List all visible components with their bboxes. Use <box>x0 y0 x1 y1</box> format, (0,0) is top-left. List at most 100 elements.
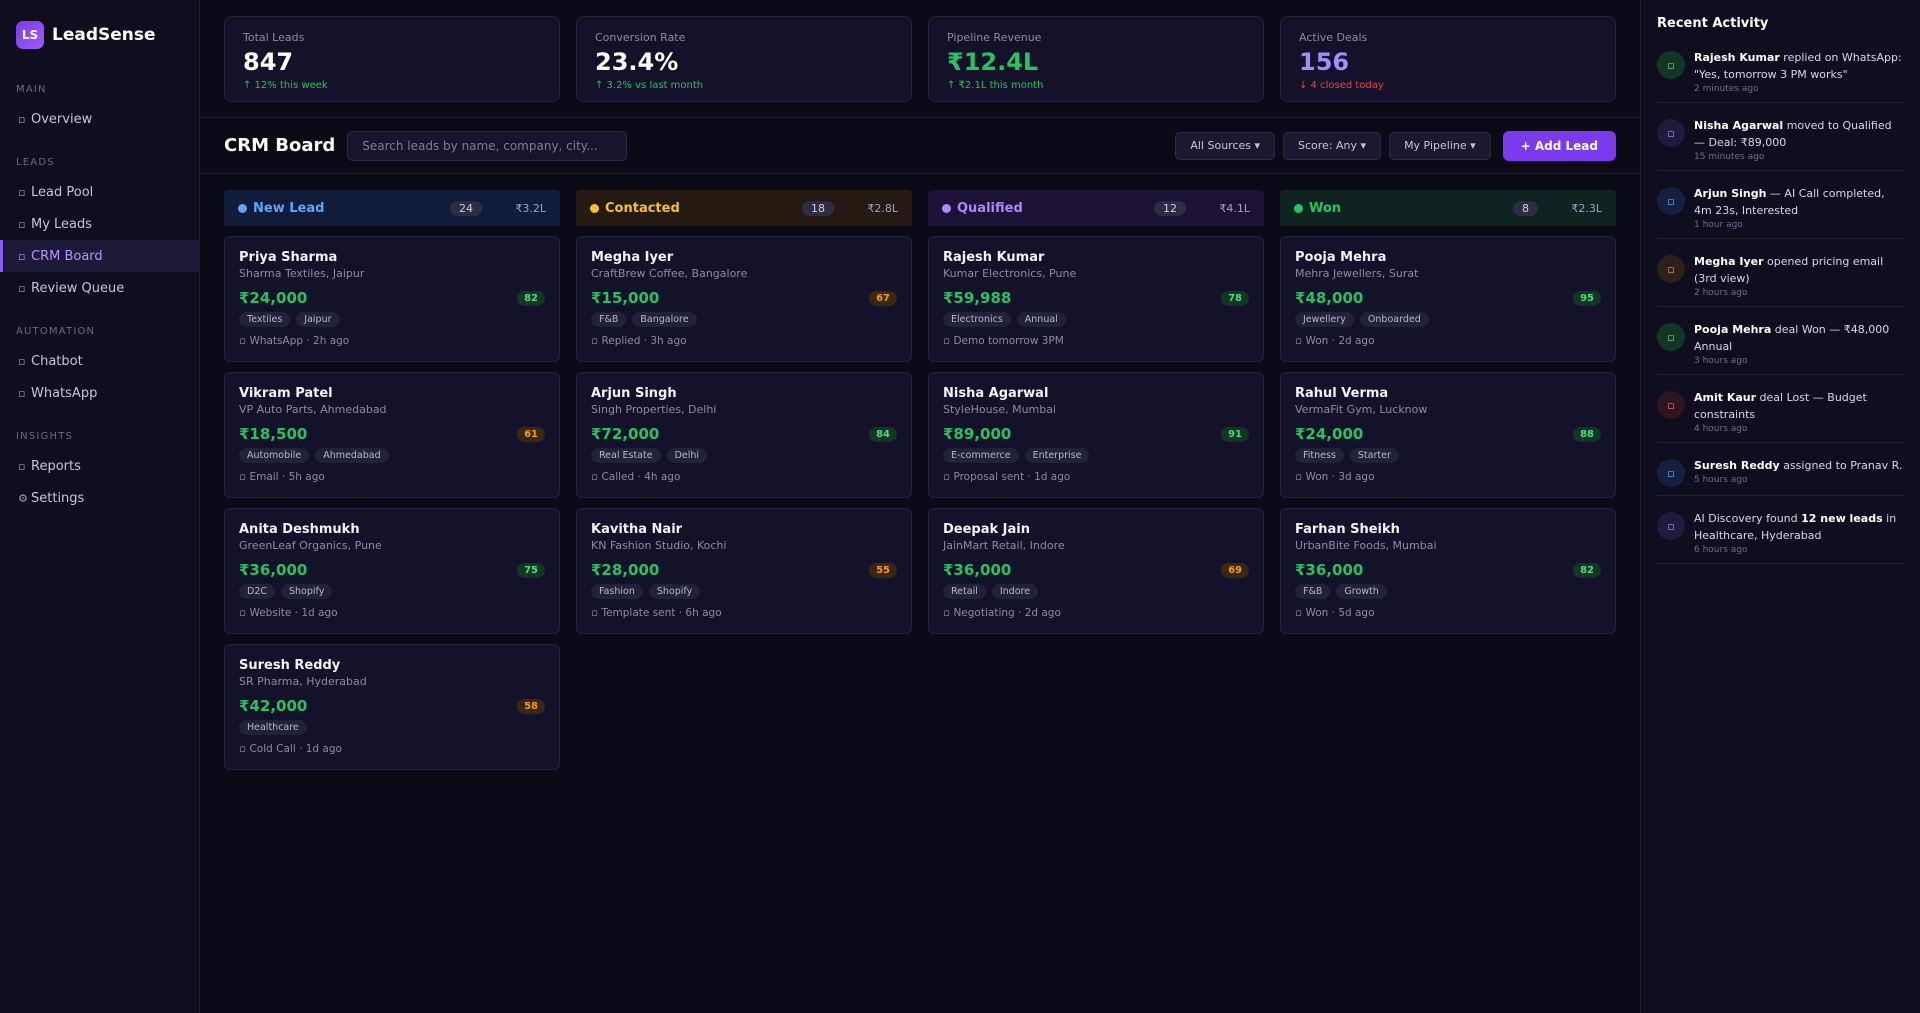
tag: F&B <box>1295 584 1331 599</box>
lead-last-activity: ▫ Email · 5h ago <box>239 471 325 483</box>
sidebar-item-label: Lead Pool <box>31 184 94 200</box>
activity-item[interactable]: ▫ Arjun Singh — AI Call completed, 4m 23s… <box>1657 181 1904 239</box>
activity-text: Nisha Agarwal moved to Qualified — Deal:… <box>1694 117 1904 151</box>
lead-last-activity: ▫ Replied · 3h ago <box>591 335 687 347</box>
sidebar-item-label: CRM Board <box>31 248 103 264</box>
lead-value-row: ₹89,000 91 <box>943 425 1249 443</box>
tag: Jaipur <box>296 312 340 327</box>
tag: Retail <box>943 584 986 599</box>
lead-name: Rahul Verma <box>1295 386 1389 401</box>
activity-item[interactable]: ▫ Rajesh Kumar replied on WhatsApp: "Yes,… <box>1657 45 1904 103</box>
lead-last-activity: ▫ Demo tomorrow 3PM <box>943 335 1064 347</box>
lead-score-badge: 75 <box>517 562 545 578</box>
activity-icon: ▫ <box>1657 187 1685 215</box>
lead-name: Vikram Patel <box>239 386 333 401</box>
activity-item[interactable]: ▫ Nisha Agarwal moved to Qualified — Deal… <box>1657 113 1904 171</box>
lead-company: Kumar Electronics, Pune <box>943 267 1077 280</box>
lead-last-activity: ▫ Template sent · 6h ago <box>591 607 722 619</box>
sidebar-item-crm-board[interactable]: ▫ CRM Board <box>0 240 199 272</box>
activity-description: deal Won — ₹48,000 Annual <box>1694 323 1890 353</box>
sidebar-item-overview[interactable]: ▫ Overview <box>0 103 199 135</box>
column-header[interactable]: Qualified 12 ₹4.1L <box>928 190 1264 226</box>
column-count-badge: 18 <box>802 200 834 216</box>
lead-value-row: ₹36,000 82 <box>1295 561 1601 579</box>
stat-card-total-leads: Total Leads 847 ↑ 12% this week <box>224 16 560 102</box>
sidebar-item-settings[interactable]: ⚙ Settings <box>0 482 199 514</box>
lead-card[interactable]: Megha Iyer CraftBrew Coffee, Bangalore ₹15… <box>576 236 912 362</box>
column-header[interactable]: Won 8 ₹2.3L <box>1280 190 1616 226</box>
deal-amount: ₹36,000 <box>943 561 1012 579</box>
column-count-badge: 8 <box>1513 200 1538 216</box>
column-header[interactable]: Contacted 18 ₹2.8L <box>576 190 912 226</box>
sidebar-item-reports[interactable]: ▫ Reports <box>0 450 199 482</box>
activity-text: Pooja Mehra deal Won — ₹48,000 Annual <box>1694 321 1904 355</box>
deal-amount: ₹48,000 <box>1295 289 1364 307</box>
stat-value: ₹12.4L <box>947 48 1039 76</box>
deal-amount: ₹24,000 <box>1295 425 1364 443</box>
tag: D2C <box>239 584 275 599</box>
tag-list: Automobile Ahmedabad <box>239 448 545 463</box>
brand-name: LeadSense <box>52 25 156 45</box>
activity-time: 1 hour ago <box>1694 220 1743 230</box>
add-lead-button[interactable]: + Add Lead <box>1502 130 1616 161</box>
sidebar-item-lead-pool[interactable]: ▫ Lead Pool <box>0 176 199 208</box>
lead-card[interactable]: Nisha Agarwal StyleHouse, Mumbai ₹89,000 91… <box>928 372 1264 498</box>
stat-change: ↑ 3.2% vs last month <box>595 80 704 91</box>
lead-score-badge: 69 <box>1221 562 1249 578</box>
lead-name: Arjun Singh <box>591 386 677 401</box>
sidebar-item-chatbot[interactable]: ▫ Chatbot <box>0 345 199 377</box>
filter-pipeline-dropdown[interactable]: My Pipeline ▾ <box>1389 131 1491 160</box>
search-input[interactable] <box>347 130 628 161</box>
tag-list: F&B Bangalore <box>591 312 897 327</box>
brand-logo: LS <box>16 21 44 49</box>
lead-company: CraftBrew Coffee, Bangalore <box>591 267 748 280</box>
lead-card[interactable]: Vikram Patel VP Auto Parts, Ahmedabad ₹18,… <box>224 372 560 498</box>
activity-text: Arjun Singh — AI Call completed, 4m 23s,… <box>1694 185 1904 219</box>
lead-card[interactable]: Deepak Jain JainMart Retail, Indore ₹36,00… <box>928 508 1264 634</box>
lead-card[interactable]: Rajesh Kumar Kumar Electronics, Pune ₹59,9… <box>928 236 1264 362</box>
activity-item[interactable]: ▫ Pooja Mehra deal Won — ₹48,000 Annual 3 … <box>1657 317 1904 375</box>
tag: Automobile <box>239 448 310 463</box>
column-title: Won <box>1309 200 1342 216</box>
lead-name: Farhan Sheikh <box>1295 522 1400 537</box>
tag: Fashion <box>591 584 643 599</box>
lead-card[interactable]: Kavitha Nair KN Fashion Studio, Kochi ₹28,… <box>576 508 912 634</box>
lead-company: StyleHouse, Mumbai <box>943 403 1057 416</box>
tag: Starter <box>1349 448 1399 463</box>
column-contacted: Contacted 18 ₹2.8L Megha Iyer CraftBrew Coff… <box>576 190 912 780</box>
sidebar-item-review-queue[interactable]: ▫ Review Queue <box>0 272 199 304</box>
lead-value-row: ₹42,000 58 <box>239 697 545 715</box>
tag: Onboarded <box>1359 312 1429 327</box>
column-header[interactable]: New Lead 24 ₹3.2L <box>224 190 560 226</box>
lead-card[interactable]: Suresh Reddy SR Pharma, Hyderabad ₹42,000 5… <box>224 644 560 770</box>
tag-list: F&B Growth <box>1295 584 1601 599</box>
lead-name: Megha Iyer <box>591 250 674 265</box>
activity-item[interactable]: ▫ Amit Kaur deal Lost — Budget constraint… <box>1657 385 1904 443</box>
lead-last-activity: ▫ Won · 2d ago <box>1295 335 1375 347</box>
filter-source-dropdown[interactable]: All Sources ▾ <box>1175 131 1276 160</box>
activity-text: AI Discovery found 12 new leads in Healt… <box>1694 510 1904 544</box>
lead-card[interactable]: Farhan Sheikh UrbanBite Foods, Mumbai ₹36,… <box>1280 508 1616 634</box>
activity-body: Amit Kaur deal Lost — Budget constraints… <box>1694 389 1904 434</box>
activity-item[interactable]: ▫ Suresh Reddy assigned to Pranav R. 5 hou… <box>1657 453 1904 496</box>
brand[interactable]: LS LeadSense <box>0 0 199 50</box>
filter-score-dropdown[interactable]: Score: Any ▾ <box>1283 131 1382 160</box>
lead-card[interactable]: Pooja Mehra Mehra Jewellers, Surat ₹48,000… <box>1280 236 1616 362</box>
lead-card[interactable]: Priya Sharma Sharma Textiles, Jaipur ₹24,0… <box>224 236 560 362</box>
lead-score-badge: 91 <box>1221 426 1249 442</box>
lead-card[interactable]: Rahul Verma VermaFit Gym, Lucknow ₹24,000 8… <box>1280 372 1616 498</box>
activity-item[interactable]: ▫ Megha Iyer opened pricing email (3rd vi… <box>1657 249 1904 307</box>
activity-body: AI Discovery found 12 new leads in Healt… <box>1694 510 1904 555</box>
sidebar-item-my-leads[interactable]: ▫ My Leads <box>0 208 199 240</box>
overview-icon: ▫ <box>18 112 26 126</box>
sidebar-item-label: Chatbot <box>31 353 83 369</box>
tag: Bangalore <box>632 312 697 327</box>
lead-card[interactable]: Arjun Singh Singh Properties, Delhi ₹72,00… <box>576 372 912 498</box>
sidebar-item-whatsapp[interactable]: ▫ WhatsApp <box>0 377 199 409</box>
deal-amount: ₹59,988 <box>943 289 1012 307</box>
activity-item[interactable]: ▫ AI Discovery found 12 new leads in Heal… <box>1657 506 1904 564</box>
lead-card[interactable]: Anita Deshmukh GreenLeaf Organics, Pune ₹3… <box>224 508 560 634</box>
lead-value-row: ₹24,000 88 <box>1295 425 1601 443</box>
tag: Indore <box>991 584 1039 599</box>
activity-time: 2 minutes ago <box>1694 84 1759 94</box>
